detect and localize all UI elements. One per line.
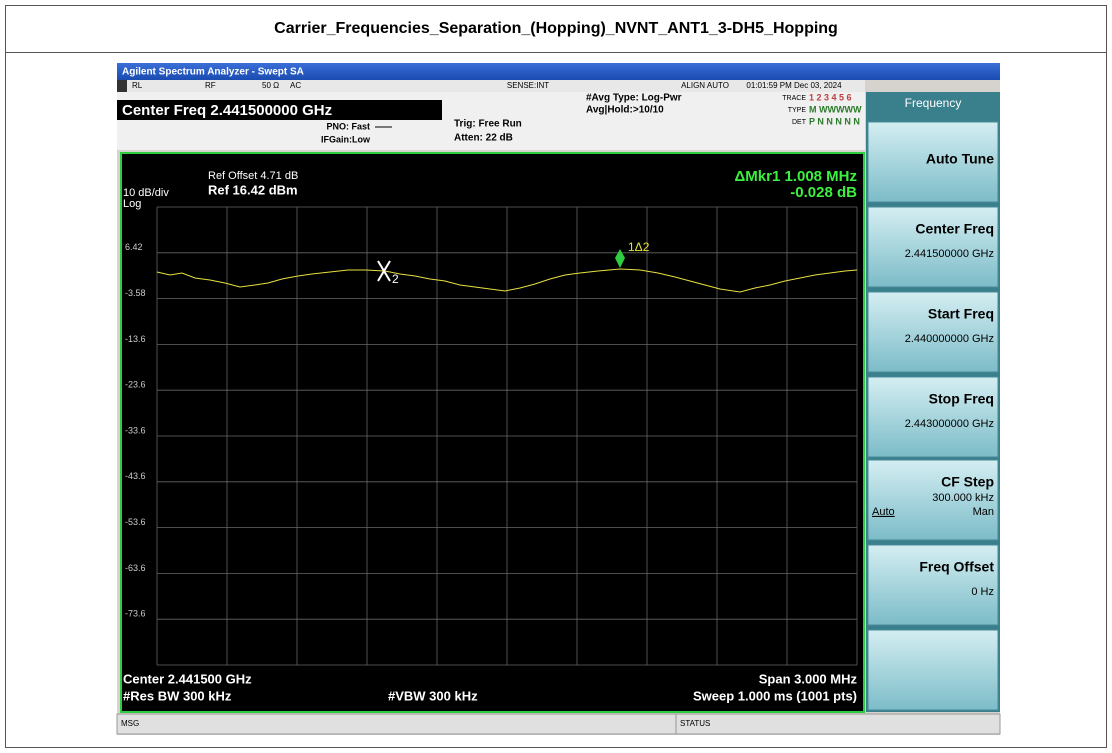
softkey-label: Auto Tune: [926, 151, 994, 167]
softkey-label: CF Step: [941, 474, 994, 490]
marker-x: [377, 260, 391, 282]
title-bar: [117, 63, 1000, 80]
y-label: -73.6: [125, 609, 146, 619]
y-label: -63.6: [125, 563, 146, 573]
status-icon: [117, 80, 127, 92]
softkey[interactable]: [867, 291, 999, 373]
marker-readout: ΔMkr1 1.008 MHz: [735, 168, 858, 185]
marker-diamond: [615, 249, 625, 268]
status: 01:01:59 PM Dec 03, 2024: [746, 81, 842, 90]
trace: [156, 268, 858, 293]
marker-ref: 2: [392, 272, 399, 286]
trace-value: 1 2 3 4 5 6: [809, 92, 852, 102]
softkey-label: Freq Offset: [919, 559, 994, 575]
center-freq-box: [117, 100, 442, 120]
status: 50 Ω: [262, 81, 279, 90]
footer-vbw: #VBW 300 kHz: [388, 688, 478, 703]
y-label: -33.6: [125, 425, 146, 435]
softkey-value: 2.440000000 GHz: [905, 333, 994, 345]
log: Log: [123, 198, 141, 210]
ref-level: Ref 16.42 dBm: [208, 182, 298, 197]
status-row: [117, 80, 865, 92]
status: ALIGN AUTO: [681, 81, 729, 90]
softkey[interactable]: [867, 629, 999, 711]
footer-center: Center 2.441500 GHz: [123, 671, 252, 686]
softkey-label: Stop Freq: [929, 391, 994, 407]
softkey-option: Auto: [872, 506, 895, 518]
trig: Trig: Free Run: [454, 119, 522, 130]
status-bar: [116, 713, 1001, 735]
trace-label: TYPE: [788, 107, 807, 114]
softkey[interactable]: [867, 459, 999, 541]
pno: PNO: Fast: [326, 121, 370, 131]
softkey-value: 2.443000000 GHz: [905, 418, 994, 430]
softkey[interactable]: [867, 206, 999, 288]
softkey[interactable]: [867, 376, 999, 458]
softkey-value: 0 Hz: [971, 586, 994, 598]
softkey-value: 2.441500000 GHz: [905, 248, 994, 260]
footer-sweep: Sweep 1.000 ms (1001 pts): [693, 688, 857, 703]
marker-delta: 1Δ2: [628, 240, 650, 254]
y-label: -53.6: [125, 517, 146, 527]
marker-value: -0.028 dB: [790, 184, 857, 201]
y-label: -13.6: [125, 334, 146, 344]
y-label: -43.6: [125, 471, 146, 481]
y-label: 6.42: [125, 242, 143, 252]
trace-label: TRACE: [782, 95, 806, 102]
y-label: -23.6: [125, 380, 146, 390]
page-title: Carrier_Frequencies_Separation_(Hopping)…: [274, 20, 838, 37]
trace-label: DET: [792, 119, 807, 126]
softkey-label: Center Freq: [915, 221, 994, 237]
status: AC: [290, 81, 301, 90]
avg-hold: Avg|Hold:>10/10: [586, 105, 664, 116]
msg: MSG: [121, 719, 139, 728]
status: SENSE:INT: [507, 81, 549, 90]
trace-value: M WWWWW: [809, 104, 862, 114]
y-label: -3.58: [125, 288, 146, 298]
softkey-value: 300.000 kHz: [932, 492, 994, 504]
softkey[interactable]: [867, 544, 999, 626]
avg-type: #Avg Type: Log-Pwr: [586, 93, 682, 104]
ref-offset: Ref Offset 4.71 dB: [208, 170, 298, 182]
status-label: STATUS: [680, 719, 710, 728]
plot: [120, 152, 865, 713]
status: RL: [132, 81, 143, 90]
softkey[interactable]: [867, 121, 999, 203]
atten: Atten: 22 dB: [454, 133, 513, 144]
status: RF: [205, 81, 216, 90]
footer-rbw: #Res BW 300 kHz: [123, 688, 232, 703]
window-title: Agilent Spectrum Analyzer - Swept SA: [122, 67, 304, 78]
trace-value: P N N N N N: [809, 116, 860, 126]
grid: 6.42 -3.58 -13.6 -23.6 -33.6 -43.6 -53.6 -63.6 -…: [125, 206, 858, 666]
center-freq: Center Freq 2.441500000 GHz: [122, 102, 332, 119]
softkey-label: Start Freq: [928, 306, 994, 322]
ifgain: IFGain:Low: [321, 134, 371, 144]
footer-span: Span 3.000 MHz: [759, 671, 858, 686]
softkey-header: Frequency: [905, 96, 962, 110]
scale: 10 dB/div: [123, 187, 169, 199]
softkey-option: Man: [973, 506, 994, 518]
